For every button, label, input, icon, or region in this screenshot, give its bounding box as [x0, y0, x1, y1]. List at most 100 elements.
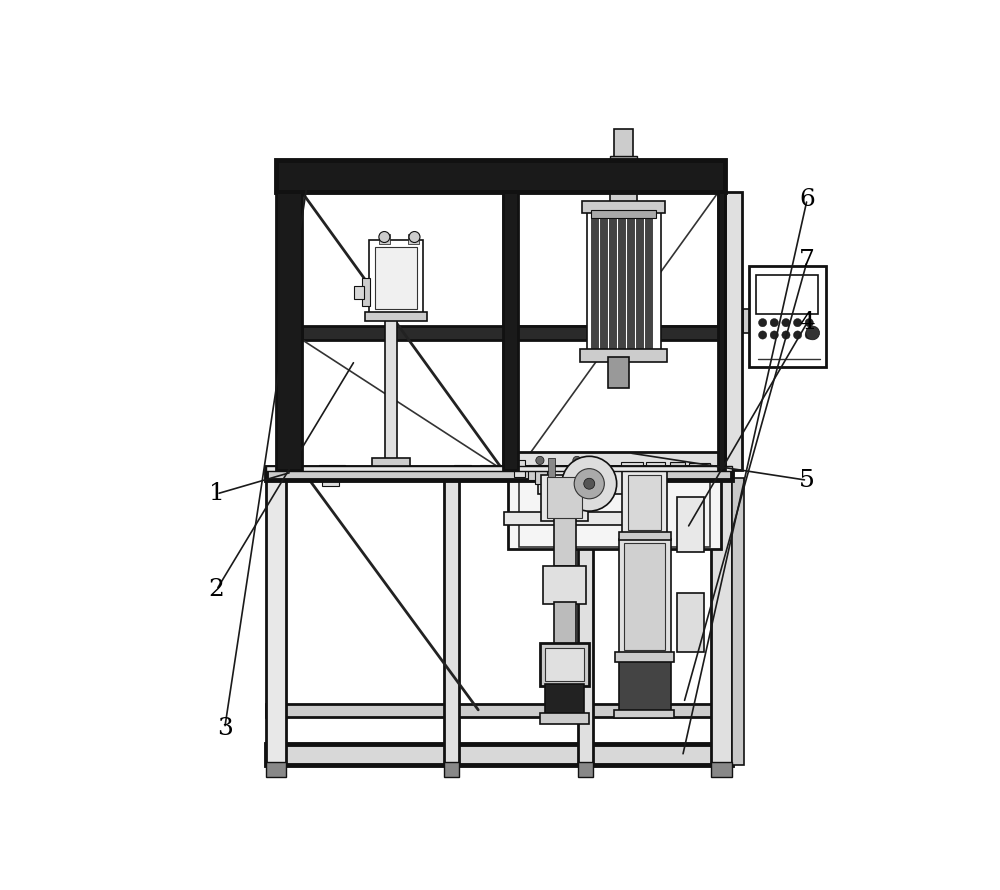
Bar [302, 192, 503, 340]
Circle shape [379, 231, 390, 242]
Bar [756, 275, 818, 314]
Bar [266, 762, 286, 777]
Bar [480, 465, 502, 480]
Bar [379, 233, 390, 244]
Bar [677, 498, 704, 552]
Bar [615, 651, 674, 662]
Bar [372, 457, 410, 465]
Bar [645, 213, 652, 353]
Circle shape [409, 231, 420, 242]
Circle shape [574, 469, 604, 498]
Circle shape [805, 331, 813, 339]
Bar [375, 247, 417, 309]
Text: 1: 1 [209, 482, 224, 506]
Circle shape [536, 457, 544, 465]
Circle shape [584, 478, 595, 490]
Bar [385, 319, 397, 465]
Bar [619, 659, 671, 713]
Bar [621, 462, 643, 477]
Bar [540, 643, 589, 686]
Bar [266, 465, 732, 472]
Bar [504, 513, 626, 525]
Bar [319, 465, 345, 474]
Bar [587, 209, 661, 357]
Bar [591, 213, 598, 353]
Bar [408, 233, 419, 244]
Bar [619, 538, 671, 655]
Bar [610, 156, 637, 163]
Bar [646, 462, 665, 477]
Bar [711, 762, 732, 777]
Bar [541, 474, 588, 522]
Circle shape [562, 457, 617, 511]
Bar [600, 213, 607, 353]
Circle shape [759, 319, 767, 327]
Circle shape [806, 326, 820, 340]
Bar [454, 465, 471, 474]
Bar [618, 213, 625, 353]
Bar [519, 480, 710, 546]
Bar [514, 460, 525, 477]
Text: 4: 4 [799, 312, 815, 334]
Circle shape [573, 457, 581, 465]
Bar [554, 603, 576, 644]
Circle shape [805, 319, 813, 327]
Bar [369, 240, 423, 316]
Bar [503, 192, 518, 470]
Text: 3: 3 [217, 716, 233, 740]
Bar [266, 704, 732, 716]
Bar [266, 478, 286, 765]
Bar [538, 468, 641, 494]
Bar [365, 312, 427, 320]
Bar [444, 762, 459, 777]
Circle shape [793, 319, 802, 327]
Circle shape [782, 319, 790, 327]
Bar [609, 213, 616, 353]
Bar [545, 648, 584, 681]
Bar [543, 566, 586, 603]
Bar [580, 350, 667, 361]
Bar [518, 192, 718, 326]
Bar [749, 266, 826, 368]
Bar [677, 594, 704, 651]
Circle shape [770, 331, 778, 339]
Bar [276, 192, 302, 470]
Bar [302, 326, 737, 340]
Bar [614, 710, 674, 718]
Bar [508, 452, 721, 465]
Bar [554, 518, 576, 566]
Bar [582, 200, 665, 213]
Bar [619, 531, 671, 540]
Text: 7: 7 [799, 249, 815, 272]
Bar [689, 463, 710, 477]
Bar [711, 478, 732, 765]
Bar [545, 684, 584, 716]
Bar [266, 466, 732, 481]
Bar [528, 465, 537, 481]
Circle shape [759, 331, 767, 339]
Bar [622, 470, 667, 535]
Bar [725, 192, 742, 470]
Text: 5: 5 [799, 469, 815, 492]
Circle shape [782, 331, 790, 339]
Bar [732, 478, 744, 765]
Circle shape [770, 319, 778, 327]
Text: 6: 6 [799, 188, 815, 211]
Bar [266, 744, 732, 765]
Bar [362, 278, 370, 305]
Bar [628, 475, 661, 530]
Bar [354, 287, 364, 299]
Bar [624, 543, 665, 650]
Bar [276, 159, 725, 192]
Text: 2: 2 [209, 578, 224, 602]
Circle shape [793, 331, 802, 339]
Bar [670, 462, 685, 477]
Bar [302, 340, 503, 470]
Bar [540, 713, 589, 724]
Bar [636, 213, 643, 353]
Bar [547, 477, 582, 518]
Bar [614, 129, 633, 160]
Bar [627, 213, 634, 353]
Bar [535, 465, 547, 483]
Bar [578, 478, 593, 765]
